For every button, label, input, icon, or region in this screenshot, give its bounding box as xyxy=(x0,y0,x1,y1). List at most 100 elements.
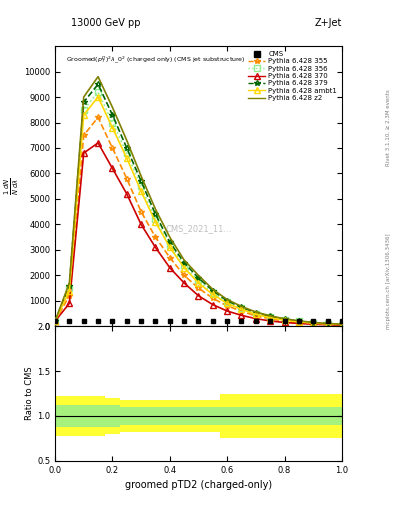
Pythia 6.428 355 xyxy=(153,234,158,240)
Pythia 6.428 ambt1 xyxy=(153,219,158,225)
Pythia 6.428 370 xyxy=(139,221,143,227)
Pythia 6.428 370 xyxy=(125,191,129,197)
Pythia 6.428 356 xyxy=(153,216,158,222)
CMS xyxy=(96,318,101,324)
Pythia 6.428 ambt1 xyxy=(67,288,72,294)
CMS xyxy=(325,318,330,324)
Pythia 6.428 356 xyxy=(182,262,187,268)
Pythia 6.428 ambt1 xyxy=(282,317,287,323)
Text: Rivet 3.1.10, ≥ 2.3M events: Rivet 3.1.10, ≥ 2.3M events xyxy=(386,90,391,166)
CMS xyxy=(311,318,316,324)
Pythia 6.428 z2 xyxy=(153,206,158,212)
Pythia 6.428 356 xyxy=(311,320,316,326)
Pythia 6.428 356 xyxy=(325,321,330,327)
Pythia 6.428 379 xyxy=(167,239,172,245)
Pythia 6.428 370 xyxy=(67,301,72,307)
Pythia 6.428 z2 xyxy=(110,104,115,110)
Pythia 6.428 379 xyxy=(96,81,101,88)
Pythia 6.428 355 xyxy=(268,315,273,322)
Pythia 6.428 379 xyxy=(253,310,258,316)
Pythia 6.428 356 xyxy=(81,106,86,113)
Pythia 6.428 356 xyxy=(225,299,230,305)
Pythia 6.428 z2 xyxy=(253,309,258,315)
Pythia 6.428 ambt1 xyxy=(325,321,330,327)
Pythia 6.428 z2 xyxy=(211,286,215,292)
Pythia 6.428 379 xyxy=(110,112,115,118)
Line: Pythia 6.428 355: Pythia 6.428 355 xyxy=(52,115,345,328)
Pythia 6.428 ambt1 xyxy=(167,244,172,250)
Pythia 6.428 z2 xyxy=(311,319,316,326)
Pythia 6.428 379 xyxy=(211,288,215,294)
Pythia 6.428 ambt1 xyxy=(196,280,201,286)
Pythia 6.428 370 xyxy=(297,321,301,327)
Line: Pythia 6.428 ambt1: Pythia 6.428 ambt1 xyxy=(52,94,345,327)
CMS xyxy=(225,318,230,324)
Pythia 6.428 355 xyxy=(110,145,115,151)
Pythia 6.428 379 xyxy=(297,318,301,324)
CMS xyxy=(182,318,187,324)
Pythia 6.428 379 xyxy=(196,275,201,281)
Pythia 6.428 355 xyxy=(67,293,72,299)
Pythia 6.428 355 xyxy=(53,318,57,324)
Text: CMS_2021_11...: CMS_2021_11... xyxy=(165,224,231,233)
Pythia 6.428 z2 xyxy=(139,173,143,179)
Pythia 6.428 356 xyxy=(110,119,115,125)
Pythia 6.428 379 xyxy=(125,145,129,151)
Legend: CMS, Pythia 6.428 355, Pythia 6.428 356, Pythia 6.428 370, Pythia 6.428 379, Pyt: CMS, Pythia 6.428 355, Pythia 6.428 356,… xyxy=(247,50,338,103)
Pythia 6.428 ambt1 xyxy=(225,301,230,307)
Pythia 6.428 356 xyxy=(211,290,215,296)
Pythia 6.428 370 xyxy=(268,318,273,324)
Pythia 6.428 z2 xyxy=(297,318,301,324)
Pythia 6.428 355 xyxy=(96,114,101,120)
Pythia 6.428 356 xyxy=(196,278,201,284)
Pythia 6.428 355 xyxy=(253,313,258,319)
Pythia 6.428 379 xyxy=(340,322,344,328)
Line: Pythia 6.428 356: Pythia 6.428 356 xyxy=(52,89,345,327)
Pythia 6.428 370 xyxy=(282,319,287,326)
Pythia 6.428 356 xyxy=(139,183,143,189)
CMS xyxy=(239,318,244,324)
CMS xyxy=(125,318,129,324)
Pythia 6.428 z2 xyxy=(125,137,129,143)
Pythia 6.428 z2 xyxy=(239,303,244,309)
Pythia 6.428 379 xyxy=(153,211,158,217)
Pythia 6.428 355 xyxy=(239,308,244,314)
Pythia 6.428 370 xyxy=(340,322,344,328)
Pythia 6.428 379 xyxy=(282,316,287,322)
CMS xyxy=(282,318,287,324)
Pythia 6.428 355 xyxy=(311,321,316,327)
Line: CMS: CMS xyxy=(53,319,344,323)
Pythia 6.428 379 xyxy=(182,260,187,266)
CMS xyxy=(196,318,201,324)
Pythia 6.428 z2 xyxy=(96,74,101,80)
Pythia 6.428 370 xyxy=(325,322,330,328)
Text: 13000 GeV pp: 13000 GeV pp xyxy=(71,18,140,28)
Pythia 6.428 z2 xyxy=(182,257,187,263)
Pythia 6.428 370 xyxy=(225,308,230,314)
Pythia 6.428 379 xyxy=(268,313,273,319)
Pythia 6.428 ambt1 xyxy=(96,94,101,100)
Pythia 6.428 355 xyxy=(297,319,301,326)
Pythia 6.428 z2 xyxy=(268,313,273,319)
Pythia 6.428 ambt1 xyxy=(297,319,301,325)
Pythia 6.428 355 xyxy=(139,208,143,215)
Pythia 6.428 370 xyxy=(53,318,57,324)
Pythia 6.428 355 xyxy=(211,295,215,302)
Y-axis label: $\frac{1}{N}\frac{dN}{d\lambda}$: $\frac{1}{N}\frac{dN}{d\lambda}$ xyxy=(3,177,21,195)
Line: Pythia 6.428 z2: Pythia 6.428 z2 xyxy=(55,77,342,324)
Pythia 6.428 379 xyxy=(67,283,72,289)
CMS xyxy=(81,318,86,324)
Pythia 6.428 379 xyxy=(139,178,143,184)
Pythia 6.428 370 xyxy=(167,265,172,271)
Pythia 6.428 ambt1 xyxy=(211,291,215,297)
Text: mcplots.cern.ch [arXiv:1306.3436]: mcplots.cern.ch [arXiv:1306.3436] xyxy=(386,234,391,329)
Pythia 6.428 370 xyxy=(211,302,215,308)
Pythia 6.428 355 xyxy=(225,303,230,309)
Pythia 6.428 ambt1 xyxy=(268,314,273,321)
Pythia 6.428 370 xyxy=(311,321,316,327)
Pythia 6.428 370 xyxy=(196,293,201,299)
Pythia 6.428 355 xyxy=(81,132,86,138)
Pythia 6.428 355 xyxy=(325,321,330,327)
Pythia 6.428 370 xyxy=(96,140,101,146)
Pythia 6.428 356 xyxy=(125,150,129,156)
